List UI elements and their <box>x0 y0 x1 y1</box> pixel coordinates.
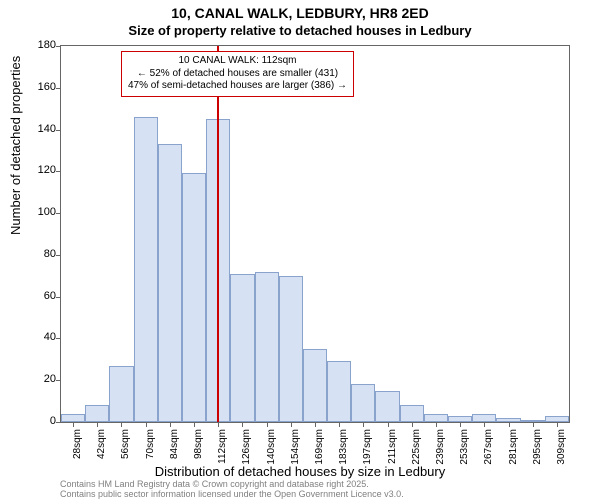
x-tick-label: 112sqm <box>217 429 228 469</box>
histogram-bar <box>134 117 158 422</box>
y-tick <box>56 338 61 339</box>
x-tick <box>291 422 292 427</box>
histogram-bar <box>400 405 424 422</box>
x-tick-label: 140sqm <box>266 429 277 469</box>
footer-attribution: Contains HM Land Registry data © Crown c… <box>60 480 404 500</box>
annotation-line3: 47% of semi-detached houses are larger (… <box>128 80 347 93</box>
x-tick <box>194 422 195 427</box>
histogram-bar <box>472 414 496 422</box>
x-tick-label: 28sqm <box>72 429 83 469</box>
x-tick <box>242 422 243 427</box>
x-tick-label: 211sqm <box>387 429 398 469</box>
x-tick <box>412 422 413 427</box>
x-tick-label: 126sqm <box>241 429 252 469</box>
x-tick-label: 98sqm <box>193 429 204 469</box>
x-tick-label: 253sqm <box>459 429 470 469</box>
y-tick-label: 180 <box>38 39 56 51</box>
x-tick <box>533 422 534 427</box>
x-tick-label: 225sqm <box>411 429 422 469</box>
y-axis-label: Number of detached properties <box>8 56 23 235</box>
x-tick <box>146 422 147 427</box>
footer-line2: Contains public sector information licen… <box>60 490 404 500</box>
y-tick <box>56 213 61 214</box>
y-tick-label: 100 <box>38 206 56 218</box>
x-tick-label: 309sqm <box>556 429 567 469</box>
y-tick <box>56 255 61 256</box>
y-tick-label: 140 <box>38 123 56 135</box>
y-tick <box>56 422 61 423</box>
histogram-bar <box>230 274 254 422</box>
y-tick-label: 80 <box>44 248 56 260</box>
histogram-bar <box>375 391 399 422</box>
x-tick-label: 183sqm <box>338 429 349 469</box>
x-tick-label: 295sqm <box>532 429 543 469</box>
chart-title-line2: Size of property relative to detached ho… <box>0 23 600 38</box>
x-tick <box>388 422 389 427</box>
x-tick <box>121 422 122 427</box>
marker-line <box>217 46 219 422</box>
x-tick-label: 267sqm <box>483 429 494 469</box>
y-tick <box>56 88 61 89</box>
y-tick <box>56 130 61 131</box>
x-tick <box>315 422 316 427</box>
histogram-bar <box>182 173 206 422</box>
histogram-bar <box>327 361 351 422</box>
y-tick <box>56 46 61 47</box>
x-tick-label: 239sqm <box>435 429 446 469</box>
x-tick <box>97 422 98 427</box>
histogram-bar <box>158 144 182 422</box>
histogram-bar <box>303 349 327 422</box>
x-tick <box>218 422 219 427</box>
x-tick <box>436 422 437 427</box>
annotation-line2: ← 52% of detached houses are smaller (43… <box>128 68 347 81</box>
x-tick <box>363 422 364 427</box>
x-tick <box>73 422 74 427</box>
x-tick-label: 56sqm <box>120 429 131 469</box>
x-tick <box>509 422 510 427</box>
y-tick-label: 0 <box>50 415 56 427</box>
histogram-bar <box>109 366 133 422</box>
histogram-bar <box>61 414 85 422</box>
x-tick-label: 197sqm <box>362 429 373 469</box>
annotation-box: 10 CANAL WALK: 112sqm← 52% of detached h… <box>121 51 354 97</box>
annotation-line1: 10 CANAL WALK: 112sqm <box>128 55 347 68</box>
histogram-bar <box>279 276 303 422</box>
x-tick-label: 169sqm <box>314 429 325 469</box>
x-tick-label: 42sqm <box>96 429 107 469</box>
x-tick <box>267 422 268 427</box>
chart-title-line1: 10, CANAL WALK, LEDBURY, HR8 2ED <box>0 5 600 21</box>
y-tick-label: 120 <box>38 164 56 176</box>
histogram-bar <box>85 405 109 422</box>
x-tick-label: 70sqm <box>145 429 156 469</box>
x-tick <box>170 422 171 427</box>
chart-container: 10, CANAL WALK, LEDBURY, HR8 2ED Size of… <box>0 0 600 500</box>
x-tick <box>460 422 461 427</box>
x-tick-label: 281sqm <box>508 429 519 469</box>
y-tick <box>56 380 61 381</box>
y-tick-label: 60 <box>44 290 56 302</box>
x-tick <box>557 422 558 427</box>
y-tick-label: 40 <box>44 331 56 343</box>
x-tick <box>339 422 340 427</box>
y-tick <box>56 171 61 172</box>
x-tick <box>484 422 485 427</box>
x-tick-label: 154sqm <box>290 429 301 469</box>
histogram-bar <box>424 414 448 422</box>
plot-area: 10 CANAL WALK: 112sqm← 52% of detached h… <box>60 45 570 423</box>
histogram-bar <box>255 272 279 422</box>
y-tick <box>56 297 61 298</box>
histogram-bar <box>351 384 375 422</box>
x-tick-label: 84sqm <box>169 429 180 469</box>
y-tick-label: 20 <box>44 373 56 385</box>
y-tick-label: 160 <box>38 81 56 93</box>
